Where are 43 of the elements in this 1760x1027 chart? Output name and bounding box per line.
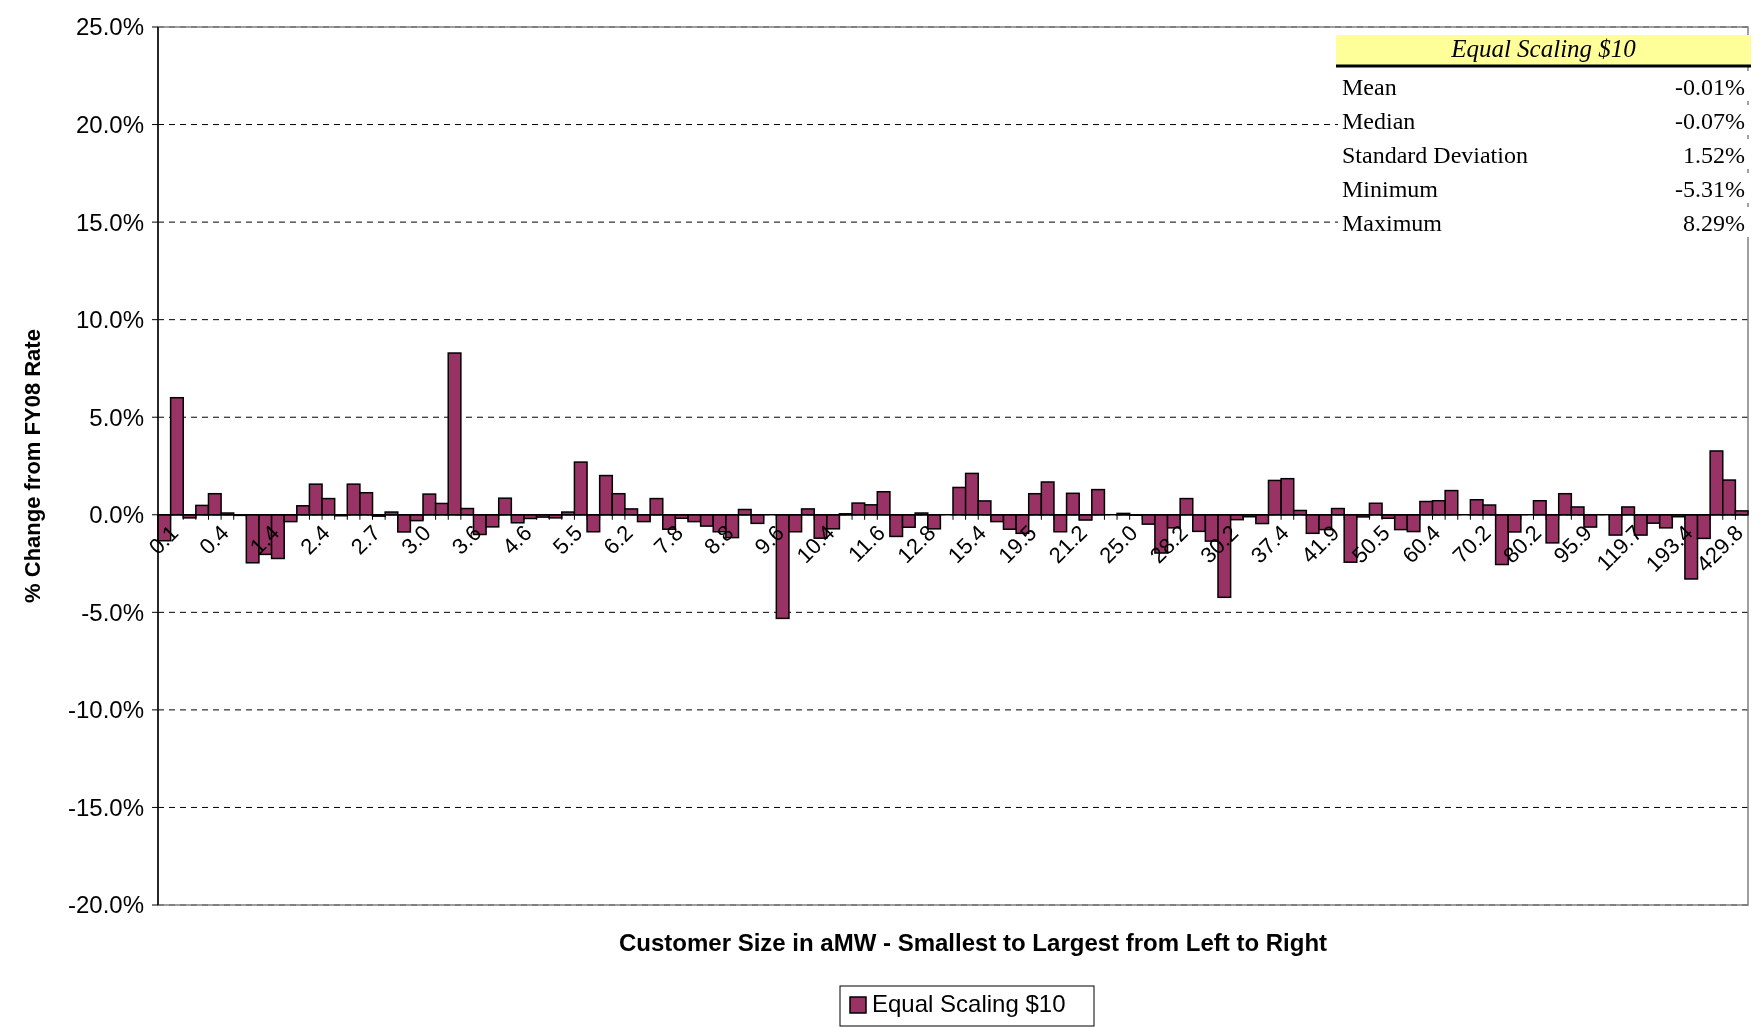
x-tick-label: 41.9 [1296, 520, 1345, 569]
x-tick-label: 95.9 [1548, 520, 1597, 569]
annotation: Mean [1342, 74, 1397, 100]
y-tick-label: 0.0% [89, 501, 144, 529]
x-tick-label: 0.4 [194, 520, 234, 560]
annotation: Standard Deviation [1342, 142, 1528, 168]
x-tick-label: 12.8 [892, 520, 941, 569]
annotation: Equal Scaling $10 [1450, 35, 1637, 62]
x-tick-label: 2.7 [345, 520, 386, 560]
x-tick-label: 11.6 [843, 520, 890, 567]
y-tick-label: 20.0% [75, 110, 144, 138]
x-tick-label: 3.6 [446, 520, 487, 560]
annotation: 1.52% [1683, 142, 1745, 168]
y-tick-label: -15.0% [67, 793, 144, 821]
x-tick-label: 5.5 [547, 520, 588, 560]
x-tick-label: 0.1 [143, 520, 184, 560]
x-tick-label: 9.6 [749, 520, 789, 560]
annotation: 8.29% [1683, 210, 1745, 236]
x-tick-label: 70.2 [1447, 520, 1496, 569]
x-tick-label: 1.4 [244, 520, 285, 560]
annotation: -0.01% [1675, 74, 1746, 100]
annotation: -5.31% [1675, 176, 1746, 202]
y-tick-label: 5.0% [89, 403, 144, 431]
x-tick-label: 80.2 [1498, 520, 1547, 569]
annotation: Median [1342, 108, 1416, 134]
x-tick-label: 2.4 [295, 520, 335, 560]
x-tick-label: 6.2 [598, 520, 638, 560]
y-tick-label: -10.0% [67, 696, 144, 724]
x-tick-label: 3.0 [396, 520, 436, 560]
y-tick-label: 25.0% [75, 13, 144, 41]
y-tick-label: 15.0% [75, 208, 144, 236]
x-tick-label: 60.4 [1397, 520, 1446, 569]
x-tick-label: 4.6 [497, 520, 537, 560]
y-tick-label: -20.0% [67, 891, 144, 919]
y-tick-label: 10.0% [75, 306, 144, 334]
annotation: Maximum [1342, 210, 1443, 236]
y-axis-title: % Change from FY08 Rate [20, 329, 45, 603]
x-tick-label: 7.8 [648, 520, 689, 560]
y-tick-label: -5.0% [81, 598, 144, 626]
annotation: -0.07% [1675, 108, 1746, 134]
annotation: Minimum [1342, 176, 1439, 202]
legend-label: Equal Scaling $10 [872, 990, 1066, 1017]
x-axis-title: Customer Size in aMW - Smallest to Largest from Left to Right [618, 929, 1328, 956]
